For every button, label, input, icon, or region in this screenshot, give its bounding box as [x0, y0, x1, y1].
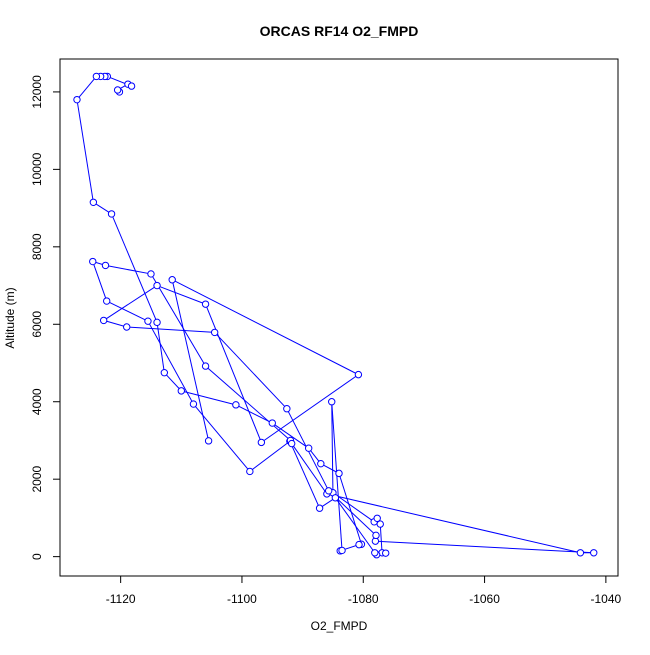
data-point — [318, 460, 324, 466]
x-tick-label: -1080 — [348, 592, 379, 606]
data-point — [288, 440, 294, 446]
data-point — [154, 319, 160, 325]
y-tick-label: 4000 — [30, 388, 44, 415]
data-point — [169, 277, 175, 283]
x-tick-label: -1120 — [106, 592, 136, 606]
data-point — [108, 211, 114, 217]
data-point — [355, 371, 361, 377]
data-point — [383, 550, 389, 556]
data-point — [377, 521, 383, 527]
y-tick-label: 12000 — [30, 75, 44, 109]
data-point — [305, 445, 311, 451]
y-tick-label: 0 — [30, 553, 44, 560]
data-point — [202, 301, 208, 307]
x-tick-label: -1040 — [591, 592, 622, 606]
data-point — [339, 547, 345, 553]
data-point — [332, 495, 338, 501]
data-point — [154, 282, 160, 288]
x-tick-label: -1060 — [469, 592, 500, 606]
data-point — [104, 298, 110, 304]
data-point — [128, 83, 134, 89]
data-point — [190, 401, 196, 407]
data-point — [284, 406, 290, 412]
data-point — [93, 73, 99, 79]
data-point — [373, 532, 379, 538]
y-tick-label: 10000 — [30, 152, 44, 186]
data-point — [202, 363, 208, 369]
data-point — [211, 329, 217, 335]
data-point — [258, 439, 264, 445]
data-point — [90, 199, 96, 205]
data-point — [233, 402, 239, 408]
data-point — [148, 271, 154, 277]
data-point — [269, 420, 275, 426]
y-axis-label: Altitude (m) — [3, 287, 17, 348]
data-point — [124, 324, 130, 330]
y-tick-label: 8000 — [30, 233, 44, 260]
data-point — [325, 488, 331, 494]
data-point — [74, 96, 80, 102]
x-tick-label: -1100 — [227, 592, 257, 606]
data-point — [372, 550, 378, 556]
data-point — [161, 369, 167, 375]
data-point — [329, 399, 335, 405]
data-point — [100, 317, 106, 323]
data-point — [205, 438, 211, 444]
data-point — [247, 468, 253, 474]
y-tick-label: 2000 — [30, 466, 44, 493]
data-point — [316, 505, 322, 511]
data-point — [577, 550, 583, 556]
data-point — [145, 318, 151, 324]
data-point — [356, 541, 362, 547]
chart-title: ORCAS RF14 O2_FMPD — [260, 23, 419, 39]
data-point — [591, 550, 597, 556]
data-point — [336, 470, 342, 476]
data-point — [178, 388, 184, 394]
y-tick-label: 6000 — [30, 311, 44, 338]
data-point — [90, 258, 96, 264]
data-point — [102, 262, 108, 268]
x-axis-label: O2_FMPD — [311, 619, 368, 633]
data-point — [114, 87, 120, 93]
